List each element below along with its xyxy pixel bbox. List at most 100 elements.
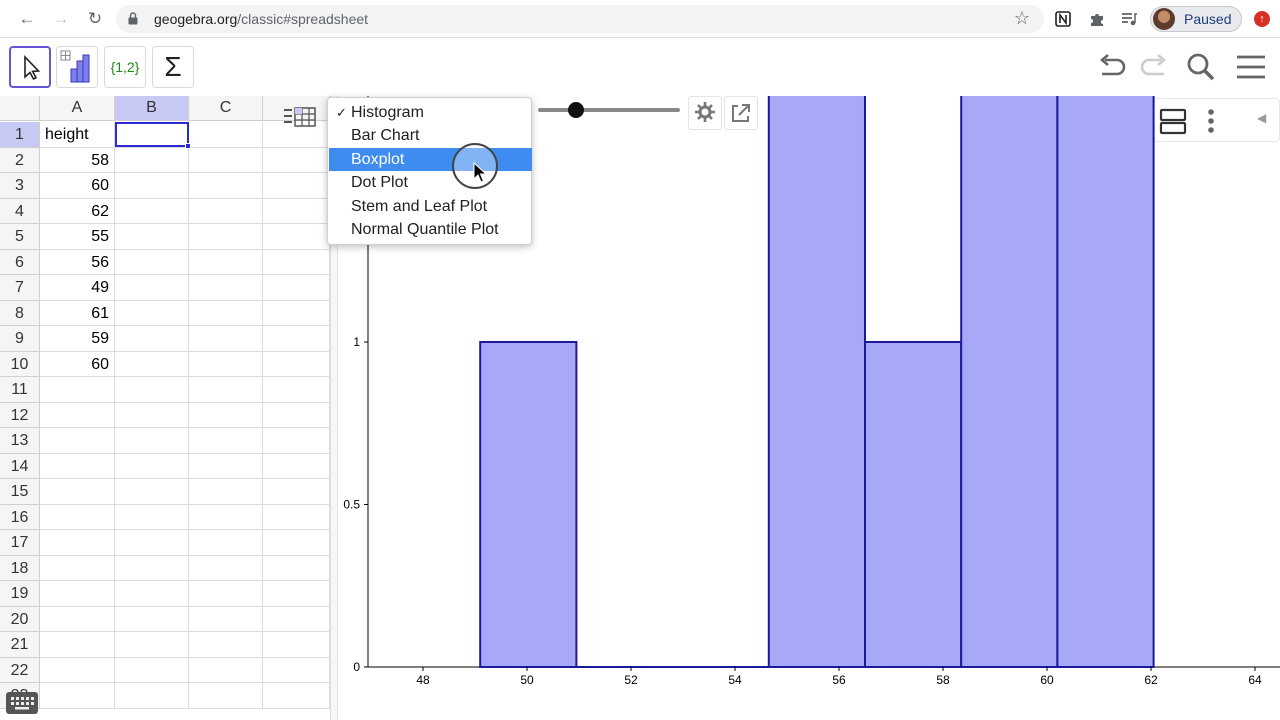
cell-d[interactable] xyxy=(263,581,330,607)
cell-b[interactable] xyxy=(115,479,189,505)
extensions-puzzle-icon[interactable] xyxy=(1088,10,1106,28)
cell-a[interactable]: 61 xyxy=(40,300,115,326)
cell-b[interactable] xyxy=(115,606,189,632)
fill-handle[interactable] xyxy=(185,143,191,149)
cell-c[interactable] xyxy=(189,453,263,479)
cell-d[interactable] xyxy=(263,530,330,556)
notion-extension-icon[interactable] xyxy=(1054,10,1072,28)
cell-c[interactable] xyxy=(189,530,263,556)
cell-c[interactable] xyxy=(189,657,263,683)
cell-b[interactable] xyxy=(115,555,189,581)
cell-b[interactable] xyxy=(115,198,189,224)
cell-c[interactable] xyxy=(189,581,263,607)
cell-c[interactable] xyxy=(189,504,263,530)
view-divider[interactable] xyxy=(330,96,338,720)
cell-a[interactable]: 49 xyxy=(40,275,115,301)
plot-type-option[interactable]: Normal Quantile Plot xyxy=(329,218,532,241)
cell-c[interactable] xyxy=(189,249,263,275)
row-header[interactable]: 20 xyxy=(0,606,40,632)
cell-a[interactable]: 62 xyxy=(40,198,115,224)
cell-d[interactable] xyxy=(263,504,330,530)
cell-b[interactable] xyxy=(115,351,189,377)
cell-d[interactable] xyxy=(263,479,330,505)
cell-c[interactable] xyxy=(189,479,263,505)
sum-button[interactable]: Σ xyxy=(152,46,194,88)
row-header[interactable]: 14 xyxy=(0,453,40,479)
cell-a[interactable] xyxy=(40,581,115,607)
cell-a[interactable] xyxy=(40,453,115,479)
cell-a[interactable] xyxy=(40,504,115,530)
cell-c[interactable] xyxy=(189,173,263,199)
cell-b[interactable] xyxy=(115,632,189,658)
cell-b[interactable] xyxy=(115,377,189,403)
menu-icon[interactable] xyxy=(1234,52,1268,82)
cell-a[interactable] xyxy=(40,632,115,658)
cell-a[interactable]: 60 xyxy=(40,173,115,199)
selected-cell-b1[interactable] xyxy=(115,122,189,147)
second-plot-icon[interactable] xyxy=(1157,105,1189,137)
cell-b[interactable] xyxy=(115,530,189,556)
row-header[interactable]: 22 xyxy=(0,657,40,683)
cell-c[interactable] xyxy=(189,428,263,454)
row-header[interactable]: 16 xyxy=(0,504,40,530)
cell-a[interactable]: 56 xyxy=(40,249,115,275)
cell-a[interactable] xyxy=(40,479,115,505)
cell-d[interactable] xyxy=(263,606,330,632)
row-header[interactable]: 1 xyxy=(0,122,40,148)
cell-d[interactable] xyxy=(263,275,330,301)
plot-settings-button[interactable] xyxy=(688,96,722,130)
cell-c[interactable] xyxy=(189,147,263,173)
row-header[interactable]: 4 xyxy=(0,198,40,224)
keyboard-icon[interactable] xyxy=(6,692,38,714)
cell-a[interactable] xyxy=(40,428,115,454)
row-header[interactable]: 19 xyxy=(0,581,40,607)
cell-c[interactable] xyxy=(189,275,263,301)
cell-c[interactable] xyxy=(189,122,263,148)
cell-b[interactable] xyxy=(115,147,189,173)
row-header[interactable]: 17 xyxy=(0,530,40,556)
profile-paused-button[interactable]: Paused xyxy=(1150,6,1242,32)
row-header[interactable]: 11 xyxy=(0,377,40,403)
undo-icon[interactable] xyxy=(1096,52,1130,82)
cell-d[interactable] xyxy=(263,377,330,403)
row-header[interactable]: 13 xyxy=(0,428,40,454)
cell-b[interactable] xyxy=(115,402,189,428)
collapse-style-bar-icon[interactable]: ◀ xyxy=(1257,111,1267,125)
row-header[interactable]: 5 xyxy=(0,224,40,250)
cell-a[interactable] xyxy=(40,402,115,428)
media-controls-icon[interactable] xyxy=(1120,10,1138,28)
cell-a[interactable] xyxy=(40,606,115,632)
cell-b[interactable] xyxy=(115,173,189,199)
row-header[interactable]: 6 xyxy=(0,249,40,275)
export-graphics-button[interactable] xyxy=(724,96,758,130)
create-list-button[interactable]: {1,2} xyxy=(104,46,146,88)
column-header-b[interactable]: B xyxy=(115,96,189,121)
cell-a[interactable] xyxy=(40,530,115,556)
cell-c[interactable] xyxy=(189,224,263,250)
row-header[interactable]: 3 xyxy=(0,173,40,199)
cell-d[interactable] xyxy=(263,351,330,377)
plot-type-option[interactable]: ✓ Histogram xyxy=(329,101,532,124)
cell-c[interactable] xyxy=(189,632,263,658)
cell-c[interactable] xyxy=(189,326,263,352)
cell-c[interactable] xyxy=(189,555,263,581)
cell-d[interactable] xyxy=(263,249,330,275)
row-header[interactable]: 18 xyxy=(0,555,40,581)
row-header[interactable]: 12 xyxy=(0,402,40,428)
cell-d[interactable] xyxy=(263,402,330,428)
cell-d[interactable] xyxy=(263,300,330,326)
cell-c[interactable] xyxy=(189,402,263,428)
cell-b[interactable] xyxy=(115,504,189,530)
row-header[interactable]: 21 xyxy=(0,632,40,658)
data-source-button[interactable] xyxy=(282,100,326,134)
back-button[interactable]: ← xyxy=(18,9,36,28)
cell-a[interactable]: 60 xyxy=(40,351,115,377)
cell-a[interactable] xyxy=(40,377,115,403)
cell-d[interactable] xyxy=(263,198,330,224)
move-tool-button[interactable] xyxy=(9,46,51,88)
cell-d[interactable] xyxy=(263,428,330,454)
address-bar[interactable]: geogebra.org/classic#spreadsheet ☆ xyxy=(116,5,1044,33)
cell-d[interactable] xyxy=(263,657,330,683)
cell-d[interactable] xyxy=(263,632,330,658)
plot-type-option[interactable]: Bar Chart xyxy=(329,124,532,147)
